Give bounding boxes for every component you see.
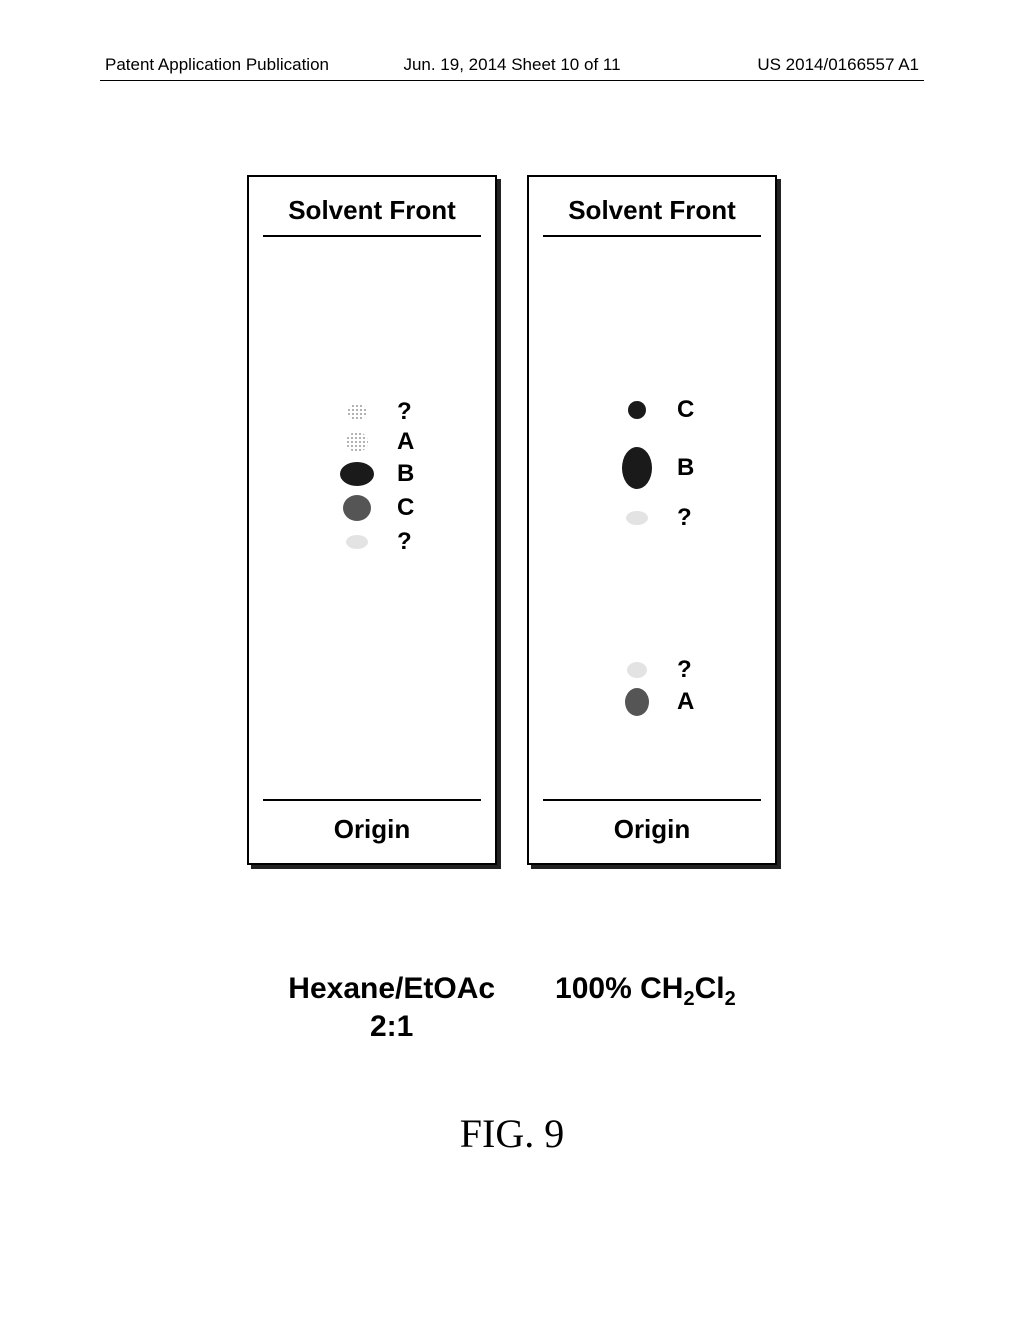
solvent-left-line2: 2:1 [288,1008,495,1046]
solvent-right-sub2: 2 [725,988,736,1010]
figure-caption: FIG. 9 [0,1110,1024,1157]
tlc-spot-label: ? [397,528,412,556]
solvent-labels-row: Hexane/EtOAc 2:1 100% CH2Cl2 [0,970,1024,1045]
tlc-spot-row: ? [529,503,775,533]
tlc-spot [625,688,649,716]
tlc-spot [340,462,374,486]
tlc-spot-label: A [397,428,414,456]
tlc-spot-label: B [677,454,694,482]
origin-label: Origin [249,814,495,845]
tlc-spot [622,447,652,489]
tlc-plate-left: Solvent Front ?ABC? Origin [247,175,497,865]
tlc-spot-row: A [249,427,495,457]
tlc-spot [346,535,368,549]
solvent-right-prefix: 100% CH [555,972,683,1005]
solvent-left-line1: Hexane/EtOAc [288,970,495,1008]
solvent-front-line [543,235,761,237]
tlc-spot-label: ? [397,398,412,426]
tlc-plate-right: Solvent Front C B?? A Origin [527,175,777,865]
tlc-spot [347,404,367,420]
header-rule [100,80,924,81]
page: Patent Application Publication Jun. 19, … [0,0,1024,1320]
tlc-spot-row: A [529,687,775,717]
tlc-spot [343,495,371,521]
tlc-spot [346,432,368,452]
tlc-spot-row: C [249,493,495,523]
origin-label: Origin [529,814,775,845]
solvent-front-label: Solvent Front [249,195,495,226]
tlc-spot-row: ? [249,527,495,557]
solvent-front-label: Solvent Front [529,195,775,226]
tlc-spot-label: ? [677,656,692,684]
tlc-spot [627,662,647,678]
tlc-spot-row: B [249,459,495,489]
origin-line [263,799,481,801]
tlc-spot-label: C [677,396,694,424]
tlc-plates-row: Solvent Front ?ABC? Origin Solvent Front… [0,175,1024,865]
solvent-front-line [263,235,481,237]
solvent-right: 100% CH2Cl2 [555,970,736,1045]
tlc-spot-label: B [397,460,414,488]
solvent-left: Hexane/EtOAc 2:1 [288,970,495,1045]
tlc-spot-label: C [397,494,414,522]
solvent-right-sub1: 2 [683,988,694,1010]
tlc-spot-label: A [677,688,694,716]
origin-line [543,799,761,801]
solvent-right-mid: Cl [695,972,725,1005]
tlc-spot-label: ? [677,504,692,532]
tlc-spot-row: B [529,453,775,483]
tlc-spot-row: C [529,395,775,425]
tlc-spot-row: ? [529,655,775,685]
tlc-spot [628,401,646,419]
tlc-spot-row: ? [249,397,495,427]
tlc-spot [626,511,648,525]
header-right: US 2014/0166557 A1 [757,55,919,75]
